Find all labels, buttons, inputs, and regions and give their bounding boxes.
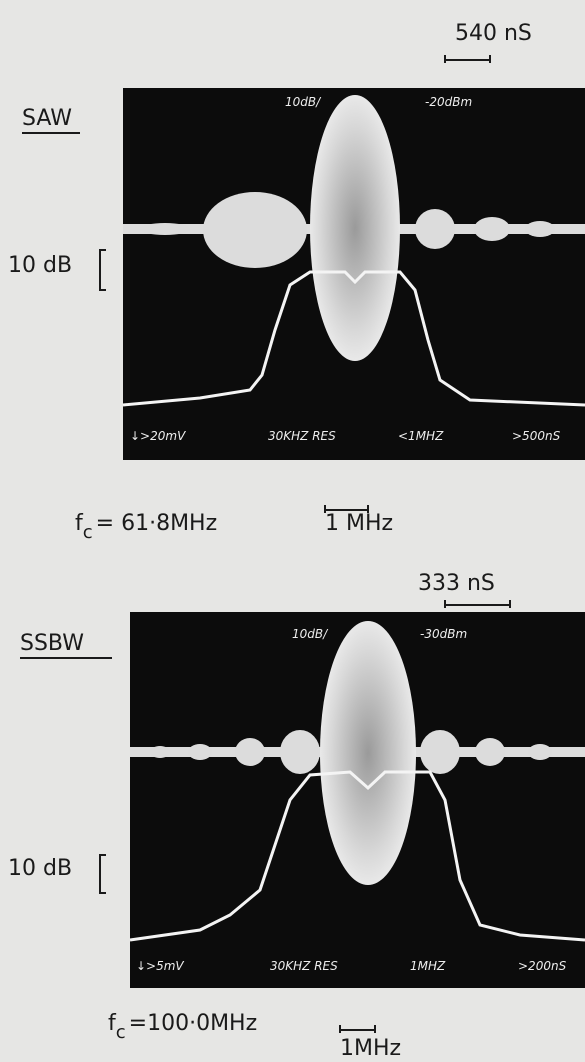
vertical-scale: 10dB/ [292, 627, 329, 641]
side-lobe [415, 209, 455, 249]
time-scale: 540 nS [455, 21, 532, 46]
frequency-value: =100·0MHz [129, 1011, 258, 1036]
side-lobe [203, 192, 307, 268]
reference-level: -20dBm [425, 95, 472, 109]
side-lobe [150, 746, 170, 758]
main-lobe [320, 621, 416, 885]
side-lobe [235, 738, 265, 766]
subscript: c [116, 1022, 126, 1043]
subscript: c [83, 522, 93, 543]
vertical-scale: 10dB/ [285, 95, 322, 109]
side-lobe [474, 217, 510, 241]
screen-label: ↓>20mV [130, 429, 186, 443]
side-lobe [475, 738, 505, 766]
reference-level: -30dBm [420, 627, 467, 641]
screen-label: 1MHZ [410, 959, 446, 973]
mode-label: SAW [22, 106, 72, 131]
amplitude-scale: 10 dB [8, 856, 72, 881]
side-lobe [140, 223, 190, 235]
mode-label: SSBW [20, 631, 84, 656]
screen-label: >500nS [512, 429, 561, 443]
page: 540 nS SAW 10dB/ -20dBm ↓>20mV 30KHZ RES <1MHZ… [0, 0, 585, 1062]
figure: 540 nS SAW 10dB/ -20dBm ↓>20mV 30KHZ RES <1MHZ… [0, 0, 585, 1062]
side-lobe [525, 221, 555, 237]
screen-label: ↓>5mV [136, 959, 184, 973]
time-scale: 333 nS [418, 571, 495, 596]
screen-label: 30KHZ RES [268, 429, 336, 443]
screen-label: 30KHZ RES [270, 959, 338, 973]
frequency-value: = 61·8MHz [96, 511, 217, 536]
screen-label: >200nS [518, 959, 567, 973]
frequency-scale: 1MHz [340, 1036, 401, 1061]
screen-label: <1MHZ [398, 429, 444, 443]
side-lobe [188, 744, 212, 760]
side-lobe [528, 744, 552, 760]
frequency-scale: 1 MHz [325, 511, 393, 536]
amplitude-scale: 10 dB [8, 253, 72, 278]
main-lobe [310, 95, 400, 361]
side-lobe [420, 730, 460, 774]
side-lobe [280, 730, 320, 774]
